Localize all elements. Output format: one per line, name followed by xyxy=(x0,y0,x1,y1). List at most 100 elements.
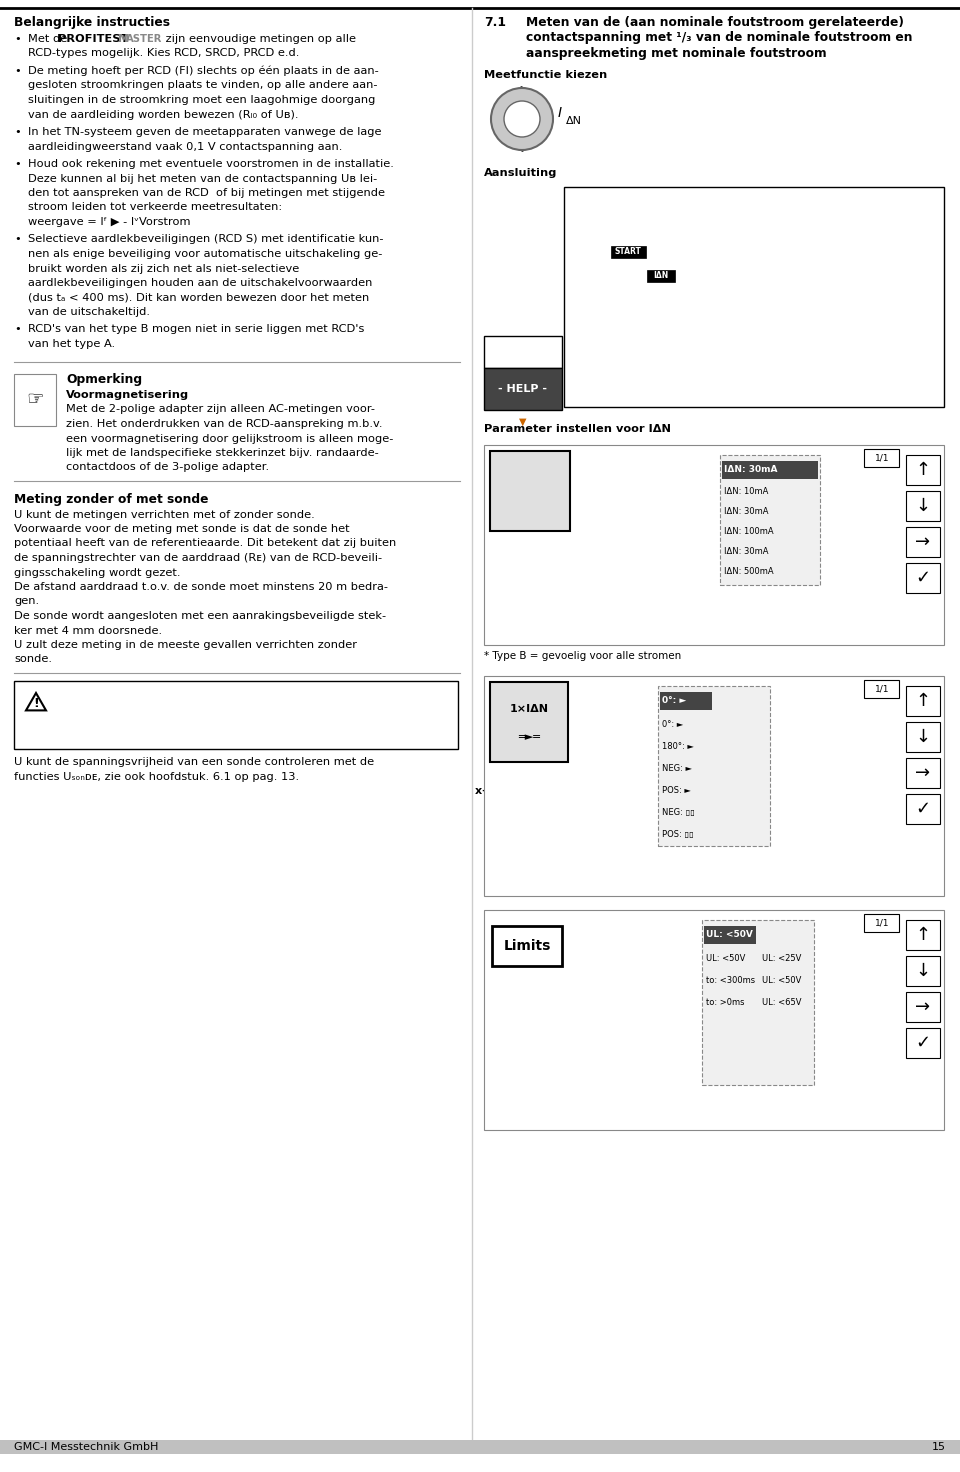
Text: →: → xyxy=(916,998,930,1016)
Text: •: • xyxy=(14,66,21,77)
Text: Met de: Met de xyxy=(28,34,71,44)
Text: Golfvorm:: Golfvorm: xyxy=(592,689,654,699)
Text: •: • xyxy=(14,159,21,169)
Bar xyxy=(492,926,562,966)
Text: Limits: Limits xyxy=(503,939,551,952)
Text: van de aardleiding worden bewezen (Rₗ₀ of Uʙ).: van de aardleiding worden bewezen (Rₗ₀ o… xyxy=(28,109,299,119)
Text: De afstand aarddraad t.o.v. de sonde moet minstens 20 m bedra-: De afstand aarddraad t.o.v. de sonde moe… xyxy=(14,581,388,592)
Text: START: START xyxy=(614,247,641,256)
Text: aanspreekmeting met nominale foutstroom: aanspreekmeting met nominale foutstroom xyxy=(526,47,827,60)
Text: stroom leiden tot verkeerde meetresultaten:: stroom leiden tot verkeerde meetresultat… xyxy=(28,203,282,212)
Text: zonder/met aarding: zonder/met aarding xyxy=(551,864,654,873)
Text: ↑: ↑ xyxy=(916,461,930,478)
Bar xyxy=(484,445,944,645)
Text: Houd ook rekening met eventuele voorstromen in de installatie.: Houd ook rekening met eventuele voorstro… xyxy=(28,159,394,169)
Text: Meting zonder of met sonde: Meting zonder of met sonde xyxy=(14,493,208,506)
Text: De sonde maakt deel uit van de meetkring en kan vol-: De sonde maakt deel uit van de meetkring… xyxy=(66,705,377,715)
Text: ═►═: ═►═ xyxy=(518,733,540,742)
Text: •: • xyxy=(14,234,21,244)
Text: Aansluiting:: Aansluiting: xyxy=(579,839,654,849)
Text: Faseverschuiving 0°/180°: Faseverschuiving 0°/180° xyxy=(520,714,654,724)
Bar xyxy=(906,527,940,556)
Text: 1/1: 1/1 xyxy=(875,919,889,927)
Text: Aansluiting: Aansluiting xyxy=(484,168,558,178)
Bar xyxy=(864,449,899,467)
Text: 0°: ►: 0°: ► xyxy=(662,696,686,705)
Text: 30mA: 30mA xyxy=(498,470,538,481)
Text: →: → xyxy=(916,764,930,782)
Bar xyxy=(722,461,818,478)
Text: RCD-types mogelijk. Kies RCD, SRCD, PRCD e.d.: RCD-types mogelijk. Kies RCD, SRCD, PRCD… xyxy=(28,49,300,59)
Text: In het TN-systeem geven de meetapparaten vanwege de lage: In het TN-systeem geven de meetapparaten… xyxy=(28,127,381,137)
Text: Nominale foutstromen:: Nominale foutstromen: xyxy=(584,464,705,473)
Text: Nominale stromen:: Nominale stromen: xyxy=(584,559,696,570)
Text: ↑: ↑ xyxy=(916,692,930,710)
Text: NEG: ►: NEG: ► xyxy=(662,764,692,773)
Bar xyxy=(647,269,675,281)
Text: ↓: ↓ xyxy=(916,727,930,745)
Text: M: M xyxy=(114,34,130,44)
Text: •: • xyxy=(14,34,21,44)
Text: RCD: RCD xyxy=(649,200,667,209)
Text: RCD's van het type B mogen niet in serie liggen met RCD's: RCD's van het type B mogen niet in serie… xyxy=(28,324,365,334)
Text: Type 1:: Type 1: xyxy=(584,498,626,506)
Text: Voormagnetisering: Voormagnetisering xyxy=(66,390,189,400)
Bar xyxy=(490,682,568,761)
Text: Nominale foutstromen: 10 ... 500 mA: Nominale foutstromen: 10 ... 500 mA xyxy=(580,464,774,473)
Text: Deze kunnen al bij het meten van de contactspanning Uʙ lei-: Deze kunnen al bij het meten van de cont… xyxy=(28,174,377,184)
Text: De meting hoeft per RCD (FI) slechts op één plaats in de aan-: De meting hoeft per RCD (FI) slechts op … xyxy=(28,66,379,77)
Text: ✓: ✓ xyxy=(916,799,930,817)
Bar xyxy=(906,992,940,1022)
Text: Belangrijke instructies: Belangrijke instructies xyxy=(14,16,170,29)
Text: IΔN: 10mA: IΔN: 10mA xyxy=(724,487,768,496)
Text: zijn eenvoudige metingen op alle: zijn eenvoudige metingen op alle xyxy=(162,34,356,44)
Bar xyxy=(906,492,940,521)
Text: ΔN: ΔN xyxy=(566,116,582,127)
Text: (dus tₐ < 400 ms). Dit kan worden bewezen door het meten: (dus tₐ < 400 ms). Dit kan worden beweze… xyxy=(28,293,370,303)
Text: RCD, SRCD, PRCD ...: RCD, SRCD, PRCD ... xyxy=(626,498,734,506)
Text: ·UΔN- en Re-Meting:: ·UΔN- en Re-Meting: xyxy=(574,234,665,243)
Text: !: ! xyxy=(34,698,38,710)
Text: den tot aanspreken van de RCD  of bij metingen met stijgende: den tot aanspreken van de RCD of bij met… xyxy=(28,188,385,199)
Text: 15: 15 xyxy=(932,1443,946,1451)
Text: to: <300ms: to: <300ms xyxy=(706,976,756,985)
Text: RCD: RCD xyxy=(498,487,527,500)
Bar xyxy=(490,450,570,531)
Text: ↑: ↑ xyxy=(916,926,930,944)
Text: gens VDE 0413 een stroom geleiden tot maximaal: gens VDE 0413 een stroom geleiden tot ma… xyxy=(66,720,353,730)
Text: •: • xyxy=(14,324,21,334)
Text: IΔN: 100mA: IΔN: 100mA xyxy=(724,527,774,536)
Text: PE: PE xyxy=(764,200,775,209)
Text: 3,5 mA.: 3,5 mA. xyxy=(66,735,109,743)
Bar xyxy=(14,374,56,425)
Ellipse shape xyxy=(491,88,553,150)
Bar xyxy=(906,920,940,949)
Text: POS: ▯▯: POS: ▯▯ xyxy=(662,830,694,839)
Text: U kunt de metingen verrichten met of zonder sonde.: U kunt de metingen verrichten met of zon… xyxy=(14,509,315,520)
Text: Negatieve/positieve impuls: Negatieve/positieve impuls xyxy=(512,754,654,764)
Text: contactspanning met ¹/₃ van de nominale foutstroom en: contactspanning met ¹/₃ van de nominale … xyxy=(526,31,913,44)
Text: een voormagnetisering door gelijkstroom is alleen moge-: een voormagnetisering door gelijkstroom … xyxy=(66,433,394,443)
Text: IΔN: IΔN xyxy=(654,271,668,280)
Text: ▼: ▼ xyxy=(519,417,527,427)
Text: aanspreken met:: aanspreken met: xyxy=(574,269,653,278)
Bar xyxy=(906,721,940,752)
Text: IΔN: 30mA: IΔN: 30mA xyxy=(724,465,778,474)
Polygon shape xyxy=(26,693,46,711)
Text: van het type A.: van het type A. xyxy=(28,339,115,349)
Bar xyxy=(906,455,940,484)
Text: ·Daarna aardlekschakelaar: ·Daarna aardlekschakelaar xyxy=(574,259,695,268)
Text: RB: RB xyxy=(594,200,606,209)
Text: >20m: >20m xyxy=(576,377,602,386)
Text: ·Meting van UΔN en Re met: ·Meting van UΔN en Re met xyxy=(574,196,699,206)
Text: POS: ►: POS: ► xyxy=(662,786,691,795)
Text: UL: <50V: UL: <50V xyxy=(706,930,753,939)
Text: Contactspanning:: Contactspanning: xyxy=(589,939,699,949)
Text: potentiaal heeft van de referentieaarde. Dit betekent dat zij buiten: potentiaal heeft van de referentieaarde.… xyxy=(14,539,396,549)
Bar xyxy=(906,955,940,985)
Bar xyxy=(704,926,756,944)
Bar xyxy=(906,1027,940,1057)
Text: 1/1: 1/1 xyxy=(875,453,889,462)
Text: lijk met de landspecifieke stekkerinzet bijv. randaarde-: lijk met de landspecifieke stekkerinzet … xyxy=(66,447,379,458)
Text: van de uitschakeltijd.: van de uitschakeltijd. xyxy=(28,308,150,316)
